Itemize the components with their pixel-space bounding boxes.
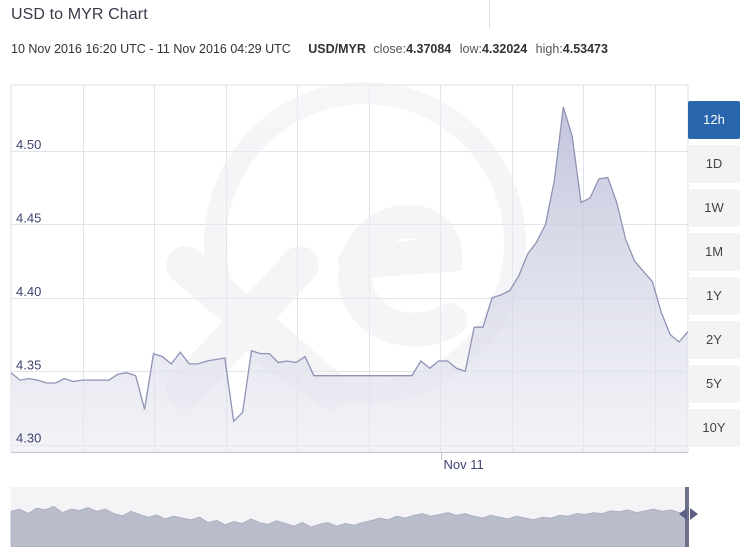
date-range: 10 Nov 2016 16:20 UTC - 11 Nov 2016 04:2… [11,42,291,56]
period-button-1m[interactable]: 1M [688,233,740,271]
period-selector: 12h 1D 1W 1M 1Y 2Y 5Y 10Y [688,101,744,453]
time-navigator[interactable] [10,487,698,547]
high-label: high: [535,42,563,56]
x-axis: Nov 11 [11,452,688,472]
currency-pair: USD/MYR [308,42,366,56]
x-tick-label: Nov 11 [444,457,484,472]
period-button-12h[interactable]: 12h [688,101,740,139]
high-value: 4.53473 [562,42,608,56]
title-divider [489,0,490,28]
period-button-1d[interactable]: 1D [688,145,740,183]
y-tick-label: 4.40 [16,284,41,299]
navigator-left-arrow-icon[interactable] [679,508,687,520]
navigator-right-arrow-icon[interactable] [690,508,698,520]
chart-summary: 10 Nov 2016 16:20 UTC - 11 Nov 2016 04:2… [11,42,613,56]
rate-line [10,106,689,423]
period-button-5y[interactable]: 5Y [688,365,740,403]
period-button-1y[interactable]: 1Y [688,277,740,315]
period-button-2y[interactable]: 2Y [688,321,740,359]
period-button-10y[interactable]: 10Y [688,409,740,447]
close-value: 4.37084 [406,42,452,56]
rate-area [11,107,688,452]
y-tick-label: 4.35 [16,357,41,372]
y-tick-label: 4.30 [16,431,41,446]
low-label: low: [459,42,482,56]
navigator-series [10,505,689,547]
period-button-1w[interactable]: 1W [688,189,740,227]
y-tick-label: 4.50 [16,137,41,152]
y-tick-label: 4.45 [16,210,41,225]
y-axis: 4.30 4.35 4.40 4.45 4.50 [16,137,41,446]
close-label: close: [373,42,407,56]
low-value: 4.32024 [481,42,528,56]
page-title: USD to MYR Chart [11,6,148,23]
